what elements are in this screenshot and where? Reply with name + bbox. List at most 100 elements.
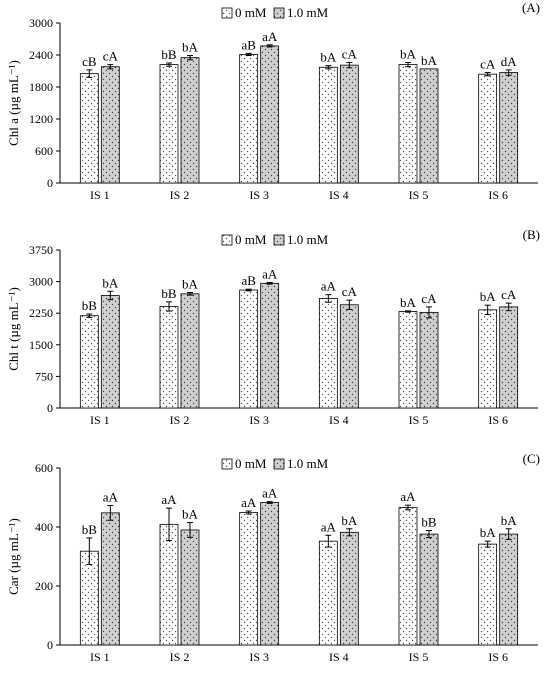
y-tick-label: 2400 (29, 48, 53, 62)
significance-label: cB (82, 54, 97, 69)
bar (339, 304, 359, 409)
significance-label: bA (182, 40, 199, 55)
significance-label: cA (421, 291, 437, 306)
significance-label: bA (102, 275, 119, 290)
chart-panel: 0 200 400 600 Car (µg mL⁻¹) (C) 0 mM 1.0 mM bB aA… (6, 451, 540, 664)
significance-label: bA (400, 46, 417, 61)
bar (239, 512, 259, 646)
significance-label: bA (421, 53, 438, 68)
x-tick-label: IS 5 (409, 188, 429, 202)
bar (318, 540, 338, 646)
bar (79, 73, 99, 184)
y-tick-label: 200 (35, 579, 53, 593)
bar (419, 68, 439, 184)
bar (260, 45, 280, 184)
y-axis-label: Chl a (µg mL⁻¹) (6, 60, 21, 146)
bar (100, 512, 120, 646)
bar (499, 306, 519, 409)
bar (339, 531, 359, 646)
y-tick-label: 1800 (29, 80, 53, 94)
legend-label: 0 mM (235, 232, 267, 247)
bar (318, 66, 338, 184)
y-tick-label: 400 (35, 520, 53, 534)
bar (318, 298, 338, 409)
bar (180, 293, 200, 409)
significance-label: cA (342, 46, 358, 61)
significance-label: aA (262, 29, 278, 44)
y-tick-label: 2250 (29, 306, 53, 320)
bar (180, 57, 200, 184)
significance-label: bB (161, 286, 177, 301)
legend-swatch (221, 458, 233, 470)
x-tick-label: IS 3 (249, 413, 269, 427)
significance-label: bB (161, 47, 177, 62)
y-axis-label: Car (µg mL⁻¹) (6, 518, 21, 595)
bar (398, 311, 418, 409)
significance-label: aA (400, 489, 416, 504)
legend-swatch (273, 7, 285, 19)
chart-panel: 0 600 1200 1800 2400 3000 Chl a (µg mL⁻¹) (A) 0 … (6, 0, 540, 202)
legend-swatch (221, 234, 233, 246)
bar (180, 529, 200, 646)
x-tick-label: IS 1 (90, 413, 110, 427)
bar (159, 306, 179, 409)
x-tick-label: IS 6 (488, 413, 508, 427)
x-tick-label: IS 2 (170, 413, 190, 427)
bar (159, 523, 179, 646)
bar (499, 72, 519, 184)
bar (100, 66, 120, 184)
legend-swatch (273, 458, 285, 470)
x-tick-label: IS 1 (90, 188, 110, 202)
y-tick-label: 750 (35, 369, 53, 383)
x-tick-label: IS 4 (329, 650, 349, 664)
significance-label: bA (182, 277, 199, 292)
y-tick-label: 1500 (29, 338, 53, 352)
y-tick-label: 3000 (29, 16, 53, 30)
legend-label: 0 mM (235, 456, 267, 471)
bar (478, 309, 498, 409)
significance-label: aA (321, 519, 337, 534)
significance-label: aA (241, 495, 257, 510)
bar (499, 533, 519, 646)
significance-label: bA (182, 507, 199, 522)
significance-label: aA (161, 492, 177, 507)
y-tick-label: 1200 (29, 112, 53, 126)
y-tick-label: 3000 (29, 275, 53, 289)
significance-label: cA (501, 287, 517, 302)
significance-label: bA (480, 525, 497, 540)
x-tick-label: IS 3 (249, 650, 269, 664)
y-tick-label: 600 (35, 144, 53, 158)
bar (478, 73, 498, 184)
significance-label: cA (480, 57, 496, 72)
significance-label: bA (480, 289, 497, 304)
x-tick-label: IS 1 (90, 650, 110, 664)
legend-swatch (221, 7, 233, 19)
legend-label: 1.0 mM (287, 232, 329, 247)
bar (260, 502, 280, 646)
significance-label: bA (320, 50, 337, 65)
x-tick-label: IS 5 (409, 413, 429, 427)
significance-label: aA (321, 279, 337, 294)
panel-tag: (C) (523, 451, 540, 466)
significance-label: bB (421, 515, 437, 530)
panel-tag: (B) (523, 227, 540, 242)
x-tick-label: IS 4 (329, 188, 349, 202)
bar (239, 54, 259, 184)
panel-tag: (A) (522, 0, 540, 15)
significance-label: bA (501, 513, 518, 528)
bar (100, 295, 120, 409)
bar (398, 64, 418, 184)
y-tick-label: 0 (47, 638, 53, 652)
y-tick-label: 0 (47, 176, 53, 190)
bar (79, 550, 99, 646)
significance-label: bB (82, 522, 98, 537)
x-tick-label: IS 5 (409, 650, 429, 664)
significance-label: aA (262, 266, 278, 281)
legend-label: 1.0 mM (287, 5, 329, 20)
x-tick-label: IS 2 (170, 650, 190, 664)
bar (159, 64, 179, 184)
significance-label: aB (241, 37, 256, 52)
x-tick-label: IS 6 (488, 650, 508, 664)
legend-swatch (273, 234, 285, 246)
significance-label: cA (342, 284, 358, 299)
